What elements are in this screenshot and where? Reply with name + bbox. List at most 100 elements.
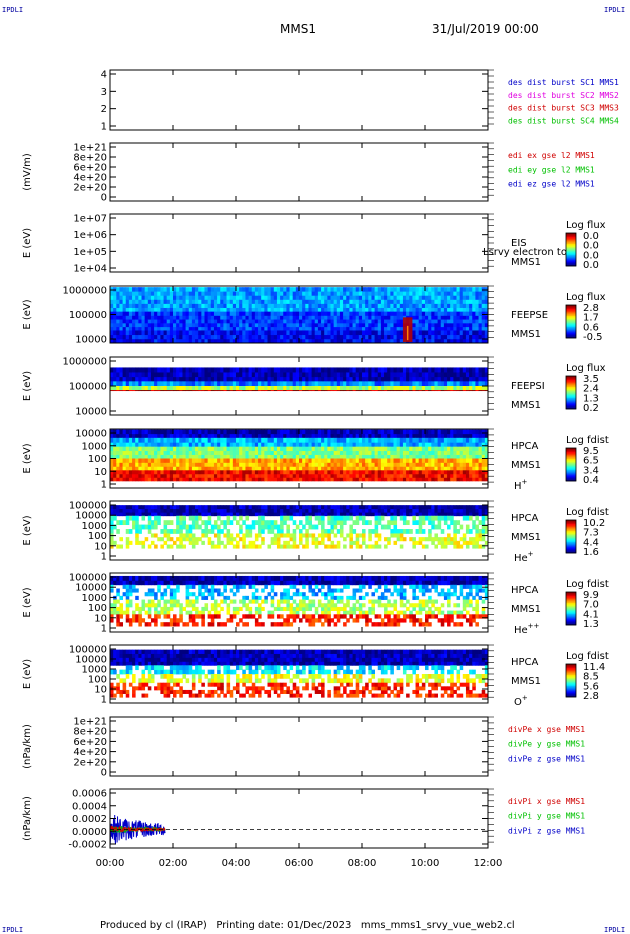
heatmap-cell	[179, 458, 183, 463]
heatmap-cell	[254, 386, 259, 391]
heatmap-cell	[195, 326, 199, 331]
heatmap-cell	[258, 524, 262, 530]
heatmap-cell	[412, 319, 416, 324]
heatmap-cell	[232, 477, 237, 482]
heatmap-cell	[308, 299, 312, 304]
heatmap-cell	[210, 442, 215, 448]
heatmap-cell	[472, 307, 476, 313]
heatmap-cell	[204, 299, 209, 304]
heatmap-cell	[475, 458, 479, 463]
heatmap-cell	[217, 454, 221, 459]
heatmap-cell	[213, 386, 218, 391]
colorbar-segment	[566, 474, 576, 476]
heatmap-cell	[276, 303, 281, 308]
heatmap-cell	[362, 376, 366, 382]
heatmap-cell	[119, 512, 123, 517]
heatmap-cell	[286, 458, 290, 463]
heatmap-cell	[232, 322, 237, 328]
heatmap-cell	[292, 505, 297, 510]
heatmap-cell	[324, 454, 328, 459]
heatmap-cell	[210, 326, 215, 331]
heatmap-cell	[163, 311, 168, 316]
heatmap-cell	[188, 437, 193, 443]
panel-frame	[109, 69, 489, 131]
heatmap-cell	[358, 376, 363, 382]
heatmap-cell	[264, 454, 268, 459]
heatmap-cell	[248, 442, 253, 448]
heatmap-cell	[267, 458, 272, 463]
heatmap-cell	[267, 334, 272, 340]
heatmap-cell	[324, 330, 328, 336]
heatmap-cell	[122, 311, 127, 316]
heatmap-cell	[409, 303, 413, 308]
heatmap-cell	[371, 508, 375, 513]
heatmap-cell	[289, 508, 294, 513]
heatmap-cell	[251, 524, 256, 530]
heatmap-cell	[371, 315, 375, 320]
heatmap-cell	[459, 524, 464, 530]
heatmap-cell	[141, 386, 146, 391]
colorbar-tick-label: 0.6	[583, 322, 599, 333]
heatmap-cell	[396, 338, 401, 344]
heatmap-cell	[283, 429, 287, 435]
heatmap-cell	[321, 303, 325, 308]
heatmap-cell	[365, 390, 369, 392]
heatmap-cell	[390, 390, 394, 392]
heatmap-cell	[349, 338, 353, 344]
heatmap-cell	[160, 367, 164, 373]
heatmap-cell	[119, 372, 123, 378]
heatmap-cell	[346, 437, 350, 443]
heatmap-cell	[406, 287, 410, 292]
heatmap-cell	[440, 433, 445, 439]
heatmap-cell	[258, 338, 262, 344]
heatmap-cell	[179, 381, 183, 387]
heatmap-cell	[276, 311, 281, 316]
heatmap-cell	[450, 287, 454, 292]
heatmap-cell	[327, 386, 331, 391]
heatmap-cell	[128, 367, 133, 373]
heatmap-cell	[380, 338, 385, 344]
legend-entry: des dist burst SC1 MMS1	[508, 78, 619, 87]
heatmap-cell	[305, 470, 309, 475]
heatmap-cell	[147, 390, 152, 392]
heatmap-cell	[475, 429, 479, 435]
heatmap-cell	[321, 446, 325, 452]
heatmap-cell	[299, 326, 303, 331]
heatmap-cell	[431, 299, 435, 304]
heatmap-cell	[358, 429, 363, 435]
heatmap-cell	[191, 470, 196, 475]
heatmap-cell	[267, 287, 272, 292]
heatmap-cell	[173, 330, 177, 336]
heatmap-cell	[173, 458, 177, 463]
heatmap-cell	[267, 437, 272, 443]
heatmap-cell	[368, 299, 372, 304]
heatmap-cell	[276, 338, 281, 344]
heatmap-cell	[314, 524, 319, 530]
heatmap-cell	[188, 338, 193, 344]
heatmap-cell	[213, 390, 218, 392]
heatmap-cell	[324, 458, 328, 463]
heatmap-cell	[267, 462, 272, 467]
heatmap-cell	[232, 303, 237, 308]
heatmap-cell	[412, 287, 416, 292]
heatmap-cell	[261, 303, 265, 308]
heatmap-cell	[478, 381, 483, 387]
heatmap-cell	[267, 303, 272, 308]
heatmap-cell	[242, 319, 246, 324]
heatmap-cell	[380, 376, 385, 382]
heatmap-cell	[465, 295, 470, 300]
heatmap-cell	[465, 319, 470, 324]
heatmap-cell	[472, 372, 476, 378]
heatmap-cell	[396, 287, 401, 292]
heatmap-cell	[393, 334, 398, 340]
heatmap-cell	[336, 429, 341, 435]
colorbar-segment	[566, 475, 576, 478]
heatmap-cell	[154, 433, 158, 439]
heatmap-cell	[387, 473, 391, 478]
heatmap-cell	[481, 429, 486, 435]
heatmap-cell	[443, 450, 448, 455]
heatmap-cell	[144, 315, 149, 320]
heatmap-cell	[437, 381, 442, 387]
heatmap-cell	[481, 291, 486, 296]
heatmap-cell	[302, 462, 306, 467]
